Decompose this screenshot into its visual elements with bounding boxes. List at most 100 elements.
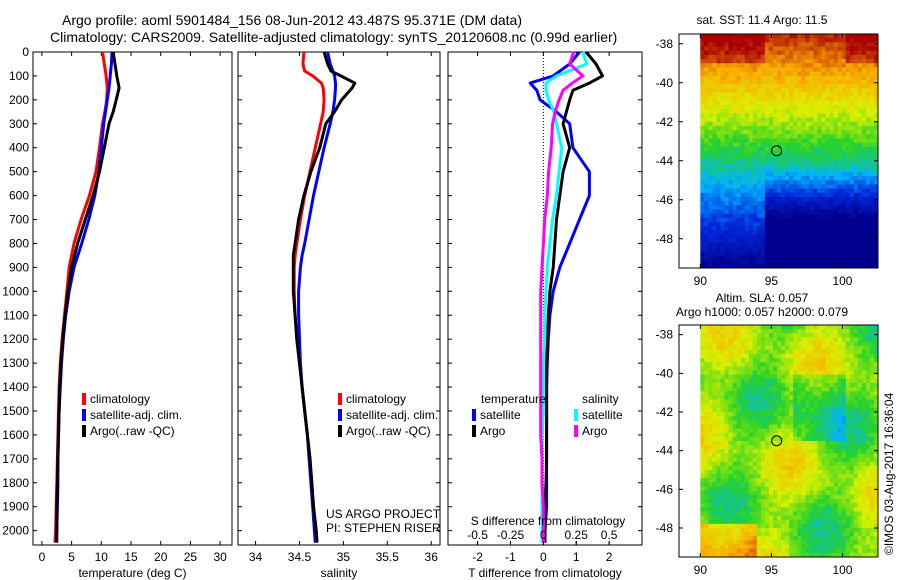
temperature-line-climatology xyxy=(53,51,109,543)
sst-cell xyxy=(805,201,810,206)
sla-cell xyxy=(801,412,806,417)
sst-cell xyxy=(853,234,859,240)
sla-cell xyxy=(861,507,867,512)
sla-cell xyxy=(704,395,709,401)
sla-cell xyxy=(829,528,835,533)
sla-cell xyxy=(789,523,794,529)
sla-cell xyxy=(728,511,734,517)
sla-cell xyxy=(704,416,709,421)
sla-cell xyxy=(861,341,867,347)
sla-cell xyxy=(704,490,709,496)
sst-cell xyxy=(841,34,847,39)
sst-cell xyxy=(849,67,855,73)
sla-cell xyxy=(793,387,798,392)
sst-cell xyxy=(700,209,705,215)
sst-cell xyxy=(752,155,758,160)
sla-cell xyxy=(704,461,709,467)
sst-cell xyxy=(789,50,794,56)
sla-cell xyxy=(825,391,831,396)
sla-cell xyxy=(781,449,786,454)
sla-cell xyxy=(744,412,750,417)
sst-cell xyxy=(732,84,738,89)
sla-cell xyxy=(825,407,831,413)
sla-cell xyxy=(708,457,713,463)
sst-cell xyxy=(720,109,726,114)
sst-cell xyxy=(833,184,839,190)
sla-cell xyxy=(849,387,855,392)
sla-cell xyxy=(817,449,822,454)
sla-cell xyxy=(736,416,742,421)
sla-cell xyxy=(720,536,726,541)
sst-cell xyxy=(801,84,806,89)
sla-cell xyxy=(817,523,822,529)
sla-cell xyxy=(720,528,726,533)
sst-cell xyxy=(764,146,770,152)
sst-cell xyxy=(781,259,786,265)
sla-cell xyxy=(825,507,831,512)
sst-cell xyxy=(841,38,847,43)
sst-cell xyxy=(857,238,863,244)
sla-cell xyxy=(837,362,843,367)
sst-cell xyxy=(857,226,863,231)
sst-cell xyxy=(760,167,766,173)
sst-cell xyxy=(861,201,867,206)
sla-cell xyxy=(785,519,790,525)
sla-cell xyxy=(736,329,742,334)
sst-cell xyxy=(825,205,831,210)
sla-cell xyxy=(869,461,875,467)
sst-cell xyxy=(712,146,717,152)
sst-cell xyxy=(781,180,786,185)
sst-cell xyxy=(728,42,734,48)
sla-cell xyxy=(732,474,738,479)
sst-cell xyxy=(829,92,835,98)
sst-cell xyxy=(817,163,822,169)
sla-cell xyxy=(720,399,726,405)
sla-cell xyxy=(829,420,835,425)
sst-cell xyxy=(873,121,879,127)
sst-cell xyxy=(708,134,713,139)
sst-cell xyxy=(720,176,726,181)
sst-cell xyxy=(764,84,770,89)
sla-cell xyxy=(797,358,802,363)
sst-cell xyxy=(781,109,786,114)
sst-cell xyxy=(773,67,778,73)
sal-legend-label: satellite xyxy=(582,408,623,422)
sst-cell xyxy=(841,125,847,131)
sst-cell xyxy=(740,113,746,119)
sla-cell xyxy=(861,329,867,334)
sla-cell xyxy=(837,523,843,529)
sst-cell xyxy=(748,196,754,202)
sst-cell xyxy=(837,192,843,198)
sst-cell xyxy=(817,263,822,269)
sst-cell xyxy=(760,71,766,77)
sla-cell xyxy=(793,383,798,388)
sst-cell xyxy=(708,176,713,181)
sla-cell xyxy=(817,370,822,376)
sst-cell xyxy=(732,71,738,77)
sst-cell xyxy=(764,171,770,177)
sst-cell xyxy=(752,63,758,68)
sst-cell xyxy=(700,201,705,206)
sla-cell xyxy=(777,436,782,442)
sst-cell xyxy=(724,196,730,202)
sst-cell xyxy=(764,230,770,236)
sst-cell xyxy=(781,159,786,165)
sst-cell xyxy=(837,117,843,123)
sst-cell xyxy=(869,230,875,236)
sla-cell xyxy=(789,465,794,471)
sst-cell xyxy=(797,234,802,240)
sst-cell xyxy=(825,84,831,89)
sla-cell xyxy=(748,420,754,425)
sst-cell xyxy=(865,88,871,93)
sst-cell xyxy=(785,50,790,56)
sla-cell xyxy=(785,333,790,338)
sla-cell xyxy=(801,441,806,446)
sst-cell xyxy=(865,105,871,110)
sla-cell xyxy=(773,432,778,438)
sst-cell xyxy=(837,171,843,177)
sla-cell xyxy=(841,329,847,334)
sla-cell xyxy=(773,374,778,380)
sst-cell xyxy=(805,109,810,114)
sst-cell xyxy=(748,50,754,56)
sst-cell xyxy=(736,125,742,131)
